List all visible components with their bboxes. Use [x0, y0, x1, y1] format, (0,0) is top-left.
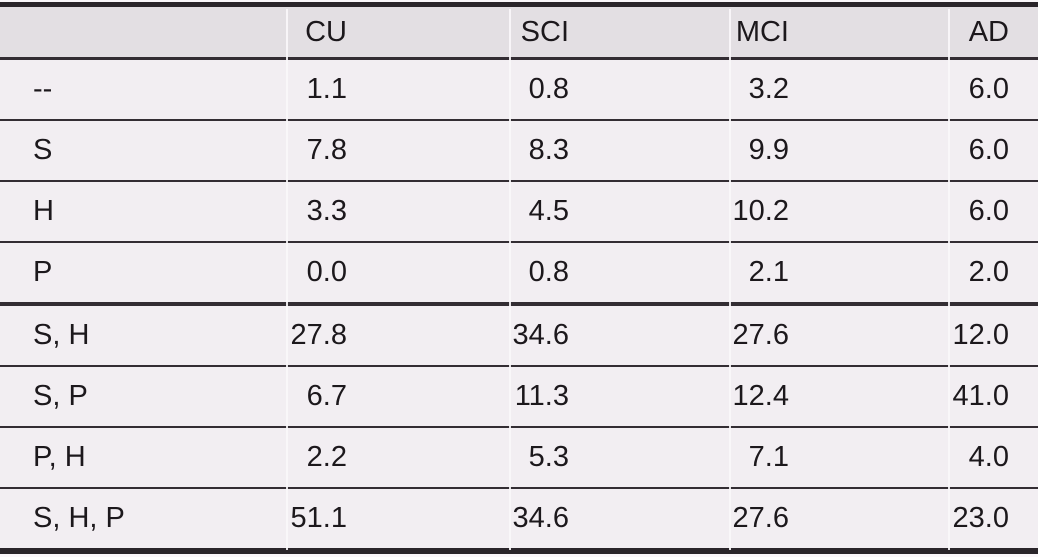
value-cell: 27.6	[730, 306, 949, 367]
value-cell: 7.1	[730, 428, 949, 489]
value-cell: 11.3	[510, 367, 730, 428]
value-cell: 2.0	[949, 243, 1038, 306]
value-cell: 4.5	[510, 182, 730, 243]
value-cell: 0.0	[287, 243, 510, 306]
value-cell: 10.2	[730, 182, 949, 243]
value-cell: 4.0	[949, 428, 1038, 489]
value-cell: 3.3	[287, 182, 510, 243]
row-label-cell: S, P	[0, 367, 287, 428]
value-cell: 3.2	[730, 60, 949, 121]
table-row: S, P 6.7 11.3 12.4 41.0	[0, 367, 1038, 428]
table-row: P 0.0 0.8 2.1 2.0	[0, 243, 1038, 306]
value-cell: 6.7	[287, 367, 510, 428]
table-row: S 7.8 8.3 9.9 6.0	[0, 121, 1038, 182]
value-cell: 7.8	[287, 121, 510, 182]
table-row: S, H 27.8 34.6 27.6 12.0	[0, 306, 1038, 367]
value-cell: 5.3	[510, 428, 730, 489]
value-cell: 27.8	[287, 306, 510, 367]
value-cell: 6.0	[949, 121, 1038, 182]
row-label-cell: H	[0, 182, 287, 243]
header-cell-blank	[0, 7, 287, 60]
value-cell: 6.0	[949, 60, 1038, 121]
value-cell: 1.1	[287, 60, 510, 121]
value-cell: 9.9	[730, 121, 949, 182]
value-cell: 0.8	[510, 60, 730, 121]
value-cell: 12.0	[949, 306, 1038, 367]
value-cell: 27.6	[730, 489, 949, 548]
row-label-cell: --	[0, 60, 287, 121]
row-label-cell: S	[0, 121, 287, 182]
table-row: S, H, P 51.1 34.6 27.6 23.0	[0, 489, 1038, 548]
value-cell: 0.8	[510, 243, 730, 306]
header-row: CU SCI MCI AD	[0, 7, 1038, 60]
table-row: P, H 2.2 5.3 7.1 4.0	[0, 428, 1038, 489]
table-row: -- 1.1 0.8 3.2 6.0	[0, 60, 1038, 121]
value-cell: 23.0	[949, 489, 1038, 548]
value-cell: 34.6	[510, 306, 730, 367]
table-row: H 3.3 4.5 10.2 6.0	[0, 182, 1038, 243]
value-cell: 51.1	[287, 489, 510, 548]
value-cell: 34.6	[510, 489, 730, 548]
value-cell: 6.0	[949, 182, 1038, 243]
header-cell-ad: AD	[949, 7, 1038, 60]
value-cell: 2.2	[287, 428, 510, 489]
row-label-cell: P, H	[0, 428, 287, 489]
value-cell: 2.1	[730, 243, 949, 306]
row-label-cell: S, H, P	[0, 489, 287, 548]
header-cell-cu: CU	[287, 7, 510, 60]
row-label-cell: P	[0, 243, 287, 306]
value-cell: 8.3	[510, 121, 730, 182]
row-label-cell: S, H	[0, 306, 287, 367]
value-cell: 12.4	[730, 367, 949, 428]
header-cell-mci: MCI	[730, 7, 949, 60]
header-cell-sci: SCI	[510, 7, 730, 60]
value-cell: 41.0	[949, 367, 1038, 428]
